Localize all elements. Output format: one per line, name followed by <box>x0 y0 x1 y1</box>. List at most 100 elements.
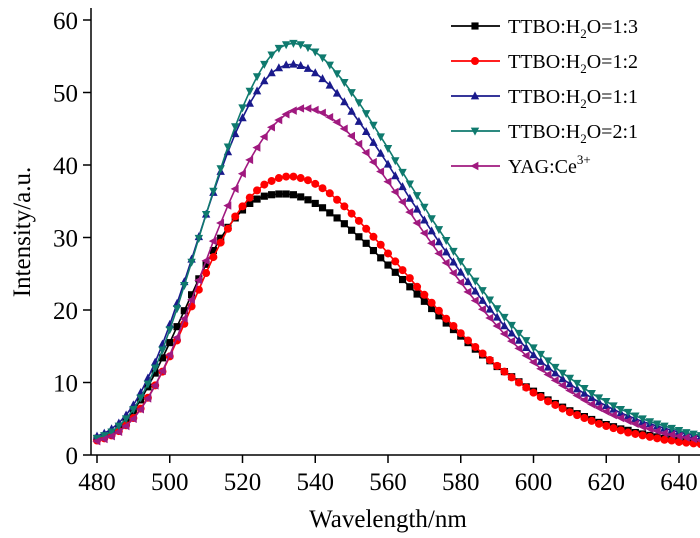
data-point <box>354 116 364 125</box>
legend-marker <box>471 57 479 65</box>
data-point <box>230 184 239 194</box>
data-point <box>616 426 625 435</box>
data-point <box>434 306 443 315</box>
data-point <box>420 215 429 224</box>
data-point <box>653 434 662 443</box>
data-point <box>420 290 429 299</box>
data-point <box>609 402 618 411</box>
x-axis-title: Wavelength/nm <box>309 506 467 533</box>
data-point <box>274 63 284 72</box>
data-point <box>434 237 444 246</box>
data-point <box>609 424 618 433</box>
series-4 <box>92 39 700 443</box>
data-point <box>405 180 415 189</box>
data-point <box>573 411 582 420</box>
data-point <box>441 258 450 268</box>
data-point <box>565 374 575 383</box>
legend-label: TTBO:H2O=2:1 <box>508 121 638 146</box>
data-point <box>500 313 509 322</box>
data-point <box>492 312 502 321</box>
legend: TTBO:H2O=1:3 TTBO:H2O=1:2 TTBO:H2O=1:1 TTBO… <box>451 16 638 178</box>
data-point <box>231 212 240 221</box>
data-point <box>405 207 414 217</box>
data-point <box>688 434 697 444</box>
data-point <box>369 121 378 130</box>
data-point <box>543 362 553 371</box>
data-point <box>448 268 457 278</box>
data-point <box>652 420 662 429</box>
data-point <box>391 171 400 180</box>
data-point <box>347 106 356 115</box>
data-point <box>361 148 370 157</box>
data-point <box>143 380 153 389</box>
data-point <box>492 321 501 331</box>
data-point <box>543 370 552 379</box>
data-point <box>180 307 188 315</box>
data-point <box>202 269 211 278</box>
data-point <box>252 86 262 95</box>
data-point <box>551 363 560 372</box>
data-point <box>551 400 560 409</box>
data-point <box>667 424 676 433</box>
data-point <box>311 68 320 77</box>
data-point <box>151 364 160 373</box>
data-point <box>507 373 516 382</box>
data-point <box>681 433 690 442</box>
data-point <box>616 405 625 414</box>
data-point <box>92 437 101 446</box>
data-point <box>326 209 334 217</box>
data-point <box>667 436 676 445</box>
data-point <box>675 437 683 446</box>
data-point <box>281 41 291 50</box>
data-point <box>209 246 217 255</box>
data-point <box>136 394 145 403</box>
data-point <box>442 314 451 323</box>
data-point <box>499 329 508 339</box>
data-point <box>369 137 378 146</box>
data-point <box>348 226 356 234</box>
data-point <box>165 350 174 360</box>
data-point <box>187 258 196 267</box>
data-point <box>623 416 632 426</box>
x-tick-label: 640 <box>660 469 698 496</box>
data-point <box>318 204 327 212</box>
x-tick-label: 580 <box>442 469 480 496</box>
data-point <box>361 127 371 136</box>
data-point <box>165 326 174 335</box>
data-point <box>376 148 385 157</box>
data-point <box>201 256 210 265</box>
data-point <box>274 44 284 53</box>
data-point <box>223 224 232 233</box>
data-point <box>630 419 639 429</box>
data-point <box>565 408 574 417</box>
data-point <box>289 191 297 199</box>
data-point <box>463 268 473 277</box>
data-point <box>602 397 611 406</box>
data-point <box>587 390 596 398</box>
x-tick-label: 540 <box>297 469 335 496</box>
data-point <box>362 224 371 233</box>
data-point <box>390 187 399 197</box>
data-point <box>398 275 407 284</box>
data-point <box>186 295 195 305</box>
data-point <box>166 339 174 347</box>
data-point <box>529 344 538 353</box>
data-point <box>347 89 356 98</box>
data-point <box>594 403 603 413</box>
data-point <box>427 239 436 248</box>
data-point <box>107 428 116 437</box>
data-point <box>696 440 700 449</box>
data-point <box>601 407 610 416</box>
data-point <box>245 155 254 165</box>
data-point <box>572 384 582 393</box>
data-point <box>260 60 269 69</box>
data-point <box>594 394 604 403</box>
data-point <box>223 143 233 152</box>
data-point <box>696 433 700 441</box>
data-point <box>296 61 305 70</box>
data-point <box>129 405 138 414</box>
x-tick-label: 520 <box>224 469 262 496</box>
data-point <box>428 304 436 313</box>
data-point <box>456 278 465 287</box>
data-point <box>99 434 108 444</box>
